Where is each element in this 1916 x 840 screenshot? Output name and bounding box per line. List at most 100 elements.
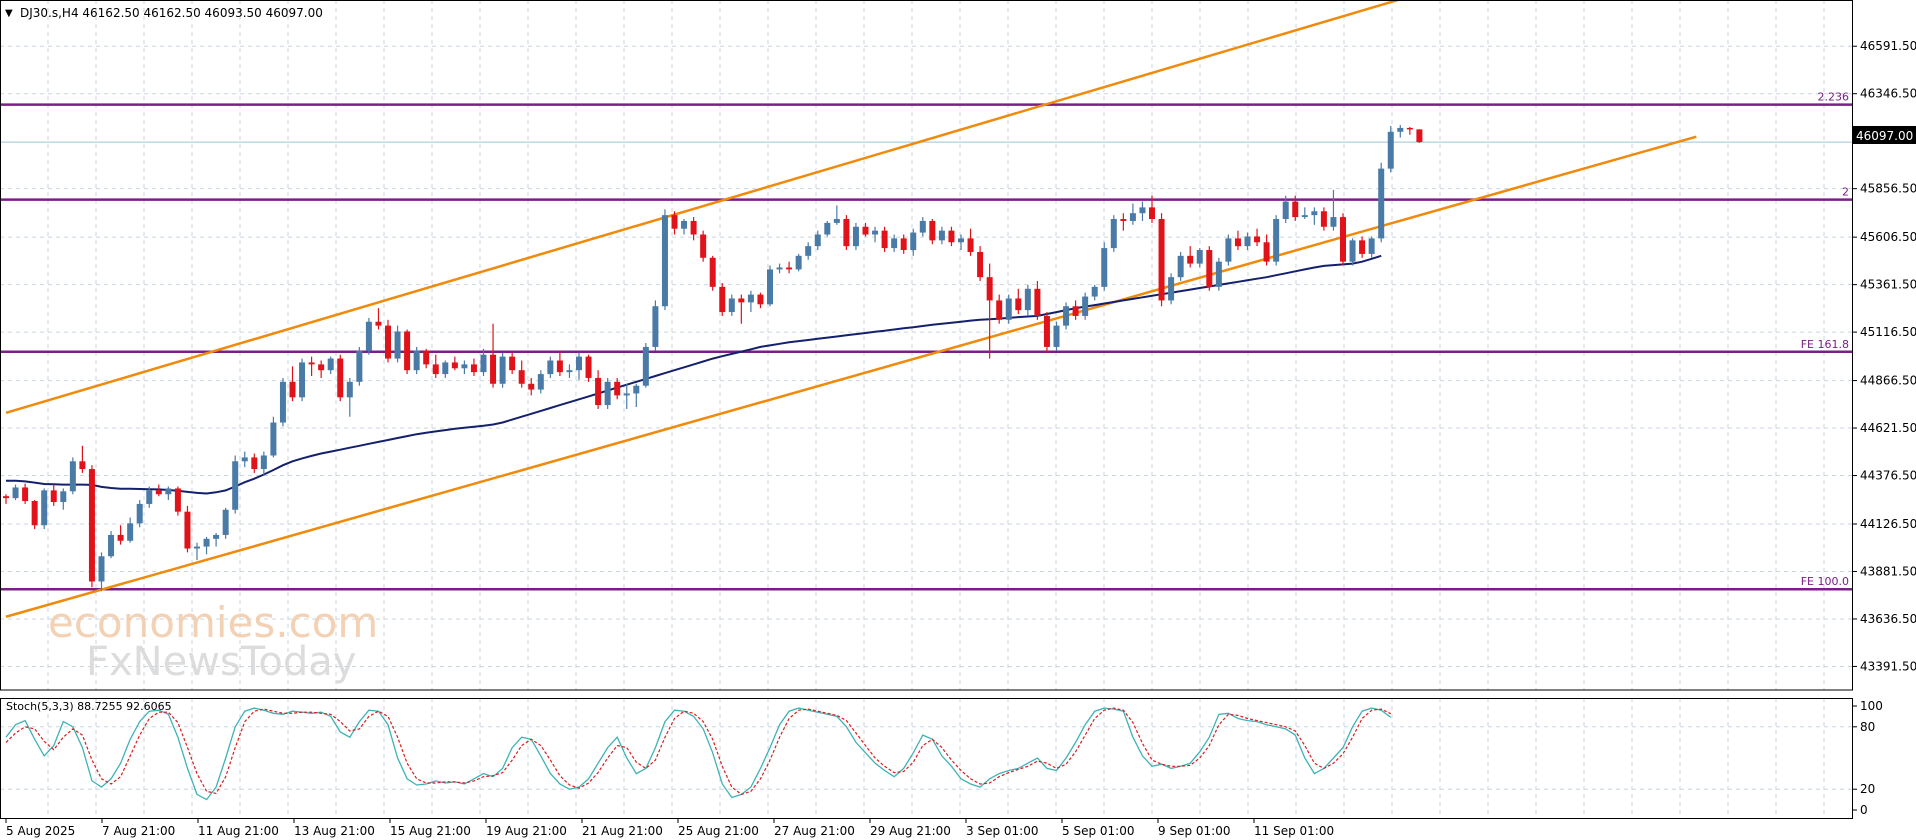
candle	[1225, 234, 1232, 266]
candle-body	[1063, 306, 1070, 326]
y-tick-label: 45116.50	[1860, 325, 1916, 339]
candle-body	[251, 457, 258, 470]
candle-body	[165, 488, 172, 495]
candle-body	[432, 364, 439, 375]
candle-body	[1139, 207, 1146, 214]
candle	[661, 209, 668, 311]
candle-body	[1406, 127, 1413, 130]
candle	[738, 294, 745, 324]
candle-body	[1129, 213, 1136, 221]
candle-body	[155, 490, 162, 495]
levels-layer: 2.236 2 FE 161.8 FE 100.0	[0, 91, 1852, 591]
candle	[1206, 246, 1213, 291]
x-tick-label: 5 Aug 2025	[6, 824, 75, 838]
candle	[480, 348, 487, 377]
x-tick-label: 13 Aug 21:00	[294, 824, 375, 838]
candle-body	[480, 354, 487, 373]
candle	[337, 354, 344, 402]
candle	[413, 346, 420, 375]
candle-body	[614, 381, 621, 396]
candle	[891, 234, 898, 252]
candle	[1196, 248, 1203, 268]
candle	[327, 356, 334, 375]
candle-body	[938, 230, 945, 241]
x-tick-label: 15 Aug 21:00	[390, 824, 471, 838]
candle	[1311, 207, 1318, 225]
candle-body	[1225, 238, 1232, 262]
level-label: FE 161.8	[1801, 338, 1849, 351]
candle-body	[270, 422, 277, 456]
x-tick-label: 25 Aug 21:00	[678, 824, 759, 838]
candle	[1244, 232, 1251, 251]
candle-body	[31, 501, 38, 526]
candle-body	[88, 469, 95, 582]
candle-body	[442, 362, 449, 375]
candle-body	[1330, 217, 1337, 227]
y-tick-label: 45606.50	[1860, 230, 1916, 244]
candle	[757, 292, 764, 309]
candle	[165, 486, 172, 501]
candle	[795, 253, 802, 272]
candle-body	[528, 383, 535, 390]
header-arrow-icon[interactable]: ▼	[5, 8, 13, 19]
candle	[910, 228, 917, 256]
watermark-line1: economies.com	[48, 598, 378, 647]
frame-layer	[0, 0, 1853, 819]
candle-body	[776, 267, 783, 270]
candle	[375, 308, 382, 330]
candle	[155, 484, 162, 497]
candle-body	[1149, 207, 1155, 220]
candle	[681, 219, 688, 235]
candle	[556, 350, 563, 377]
candle-body	[1053, 325, 1060, 347]
candle	[260, 451, 267, 475]
candle	[1129, 203, 1136, 225]
stoch-main-line	[5, 707, 1392, 801]
candle-body	[423, 350, 430, 365]
candle-body	[1349, 240, 1356, 262]
level-label: 2	[1842, 186, 1849, 199]
x-tick-label: 11 Sep 01:00	[1254, 824, 1334, 838]
candle-body	[1015, 298, 1022, 311]
candle-body	[1120, 219, 1127, 221]
candle-body	[910, 232, 917, 251]
candle-body	[642, 346, 649, 386]
candle-body	[79, 461, 86, 470]
candle-body	[919, 220, 926, 233]
candle-body	[1034, 288, 1041, 316]
candle-body	[327, 358, 334, 371]
candle-body	[385, 325, 391, 359]
candle	[595, 370, 602, 409]
candle	[786, 261, 793, 274]
candle	[881, 226, 888, 252]
candle-body	[881, 230, 888, 249]
candle	[451, 356, 458, 371]
candle	[1301, 207, 1308, 220]
candle-body	[1244, 236, 1251, 247]
candle-body	[585, 356, 592, 378]
candle-body	[69, 461, 76, 492]
candle	[346, 377, 353, 417]
candle-body	[279, 381, 286, 423]
candle	[241, 451, 248, 468]
candle	[537, 370, 544, 394]
candle	[365, 317, 372, 355]
candle-body	[996, 300, 1003, 320]
channel-upper-line	[5, 0, 1403, 415]
candle	[1378, 162, 1385, 243]
candle-body	[700, 234, 707, 258]
candle	[948, 226, 955, 247]
x-tick-label: 7 Aug 21:00	[102, 824, 175, 838]
x-tick-label: 5 Sep 01:00	[1062, 824, 1134, 838]
stoch-y-tick-label: 20	[1860, 782, 1875, 796]
candle	[700, 230, 707, 262]
candle-body	[604, 381, 611, 406]
candle-body	[1387, 131, 1394, 169]
candle	[1340, 213, 1346, 266]
candles-layer	[3, 125, 1423, 592]
candle	[1406, 126, 1413, 135]
candle-body	[12, 487, 19, 499]
candle-body	[681, 220, 688, 229]
candle-body	[977, 251, 984, 278]
